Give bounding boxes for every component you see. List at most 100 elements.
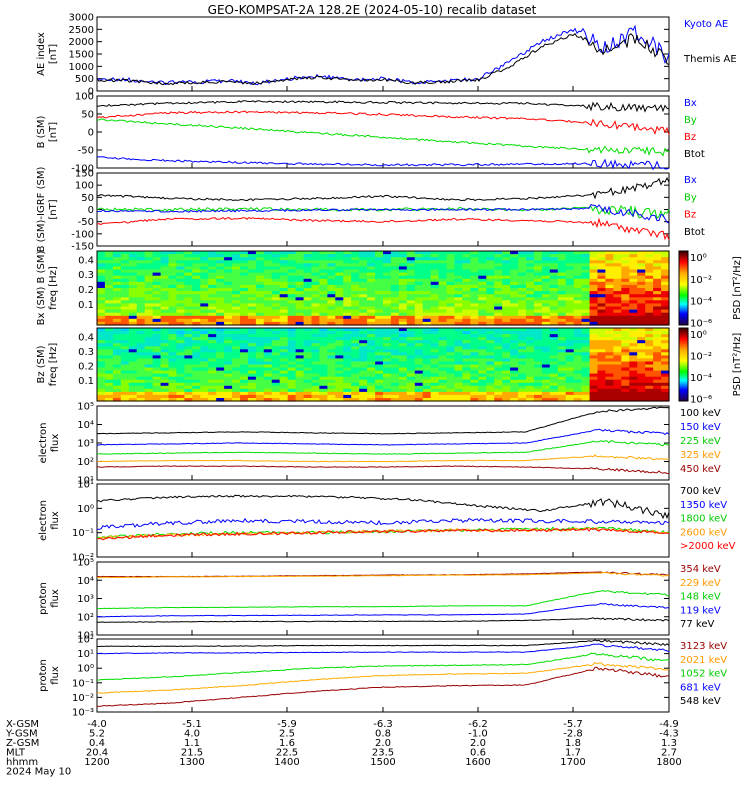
spectrogram-cell xyxy=(128,364,138,369)
spectrogram-cell xyxy=(557,361,567,366)
spectrogram-cell xyxy=(446,349,456,353)
spectrogram-cell xyxy=(208,358,217,362)
spectrogram-cell xyxy=(478,300,487,304)
spectrogram-cell xyxy=(168,251,177,255)
spectrogram-cell xyxy=(605,306,614,311)
spectrogram-cell xyxy=(97,337,106,341)
spectrogram-cell xyxy=(192,306,201,311)
spectrogram-cell xyxy=(327,291,336,295)
spectrogram-cell xyxy=(462,266,471,271)
spectrogram-cell xyxy=(486,318,495,323)
spectrogram-cell xyxy=(629,281,638,286)
spectrogram-cell xyxy=(144,373,154,378)
spectrogram-cell xyxy=(629,388,638,393)
spectrogram-cell xyxy=(462,272,471,277)
spectrogram-cell xyxy=(502,312,511,317)
spectrogram-cell xyxy=(613,367,622,372)
spectrogram-cell xyxy=(295,300,305,304)
spectrogram-cell xyxy=(319,318,328,323)
spectrogram-cell xyxy=(502,297,511,301)
y-tick-label: 10¹ xyxy=(77,480,94,491)
spectrogram-cell xyxy=(645,349,654,353)
spectrogram-cell xyxy=(192,331,201,335)
spectrogram-cell xyxy=(446,364,456,369)
spectrogram-cell xyxy=(390,288,400,292)
spectrogram-cell xyxy=(565,382,575,387)
spectrogram-cell xyxy=(208,391,217,396)
spectrogram-cell xyxy=(120,315,130,320)
spectrogram-cell xyxy=(406,358,416,362)
spectrogram-cell xyxy=(533,394,543,399)
spectrogram-cell xyxy=(414,337,424,341)
spectrogram-cell xyxy=(470,337,479,341)
spectrogram-cell xyxy=(637,321,646,326)
spectrogram-cell xyxy=(208,361,217,366)
spectrogram-cell xyxy=(661,300,670,304)
spectrogram-cell xyxy=(621,367,630,372)
spectrogram-cell xyxy=(359,343,368,347)
spectrogram-cell xyxy=(303,288,313,292)
spectrogram-cell xyxy=(104,343,114,347)
spectrogram-cell xyxy=(319,309,328,314)
spectrogram-cell xyxy=(240,343,249,347)
spectrogram-cell xyxy=(557,257,567,261)
spectrogram-cell xyxy=(224,251,233,255)
spectrogram-cell xyxy=(565,370,575,375)
spectrogram-cell xyxy=(653,391,662,396)
spectrogram-cell xyxy=(486,284,495,289)
spectrogram-cell xyxy=(605,251,614,255)
spectrogram-cell xyxy=(462,260,471,264)
spectrogram-cell xyxy=(383,337,392,341)
spectrogram-cell xyxy=(136,254,146,258)
spectrogram-cell xyxy=(470,263,479,267)
spectrogram-cell xyxy=(518,318,527,323)
spectrogram-cell xyxy=(629,358,638,362)
spectrogram-cell xyxy=(470,361,479,366)
spectrogram-cell xyxy=(303,291,313,295)
spectrogram-cell xyxy=(486,334,495,338)
spectrogram-cell xyxy=(661,379,670,384)
spectrogram-cell xyxy=(494,334,503,338)
spectrogram-cell xyxy=(319,275,328,280)
spectrogram-cell xyxy=(398,272,408,277)
spectrogram-cell xyxy=(216,355,225,359)
spectrogram-cell xyxy=(112,352,122,356)
spectrogram-cell xyxy=(351,315,360,320)
spectrogram-cell xyxy=(486,275,495,280)
spectrogram-cell xyxy=(192,309,201,314)
spectrogram-cell xyxy=(518,306,527,311)
spectrogram-cell xyxy=(605,309,614,314)
spectrogram-cell xyxy=(526,328,535,332)
spectrogram-cell xyxy=(327,297,336,301)
spectrogram-cell xyxy=(255,318,265,323)
spectrogram-cell xyxy=(470,266,479,271)
spectrogram-cell xyxy=(224,318,233,323)
spectrogram-cell xyxy=(390,385,400,390)
spectrogram-cell xyxy=(200,394,209,399)
spectrogram-cell xyxy=(533,260,543,264)
spectrogram-cell xyxy=(168,315,177,320)
spectrogram-cell xyxy=(247,294,257,298)
spectrogram-cell xyxy=(279,257,289,261)
spectrogram-cell xyxy=(271,297,281,301)
spectrogram-cell xyxy=(549,251,559,255)
spectrogram-cell xyxy=(351,300,360,304)
spectrogram-cell xyxy=(136,370,146,375)
spectrogram-cell xyxy=(144,340,154,344)
spectrogram-cell xyxy=(128,352,138,356)
spectrogram-cell xyxy=(597,288,606,292)
spectrogram-cell xyxy=(216,266,225,271)
spectrogram-cell xyxy=(494,376,503,381)
spectrogram-cell xyxy=(510,398,519,402)
spectrogram-cell xyxy=(224,352,233,356)
spectrogram-cell xyxy=(176,303,185,308)
spectrogram-cell xyxy=(589,373,599,378)
spectrogram-cell xyxy=(224,328,233,332)
spectrogram-cell xyxy=(422,266,432,271)
x-tick-label: 0.4 xyxy=(89,738,105,749)
spectrogram-cell xyxy=(518,376,527,381)
spectrogram-cell xyxy=(287,278,297,283)
spectrogram-cell xyxy=(247,251,257,255)
spectrogram-cell xyxy=(406,315,416,320)
spectrogram-cell xyxy=(247,257,257,261)
